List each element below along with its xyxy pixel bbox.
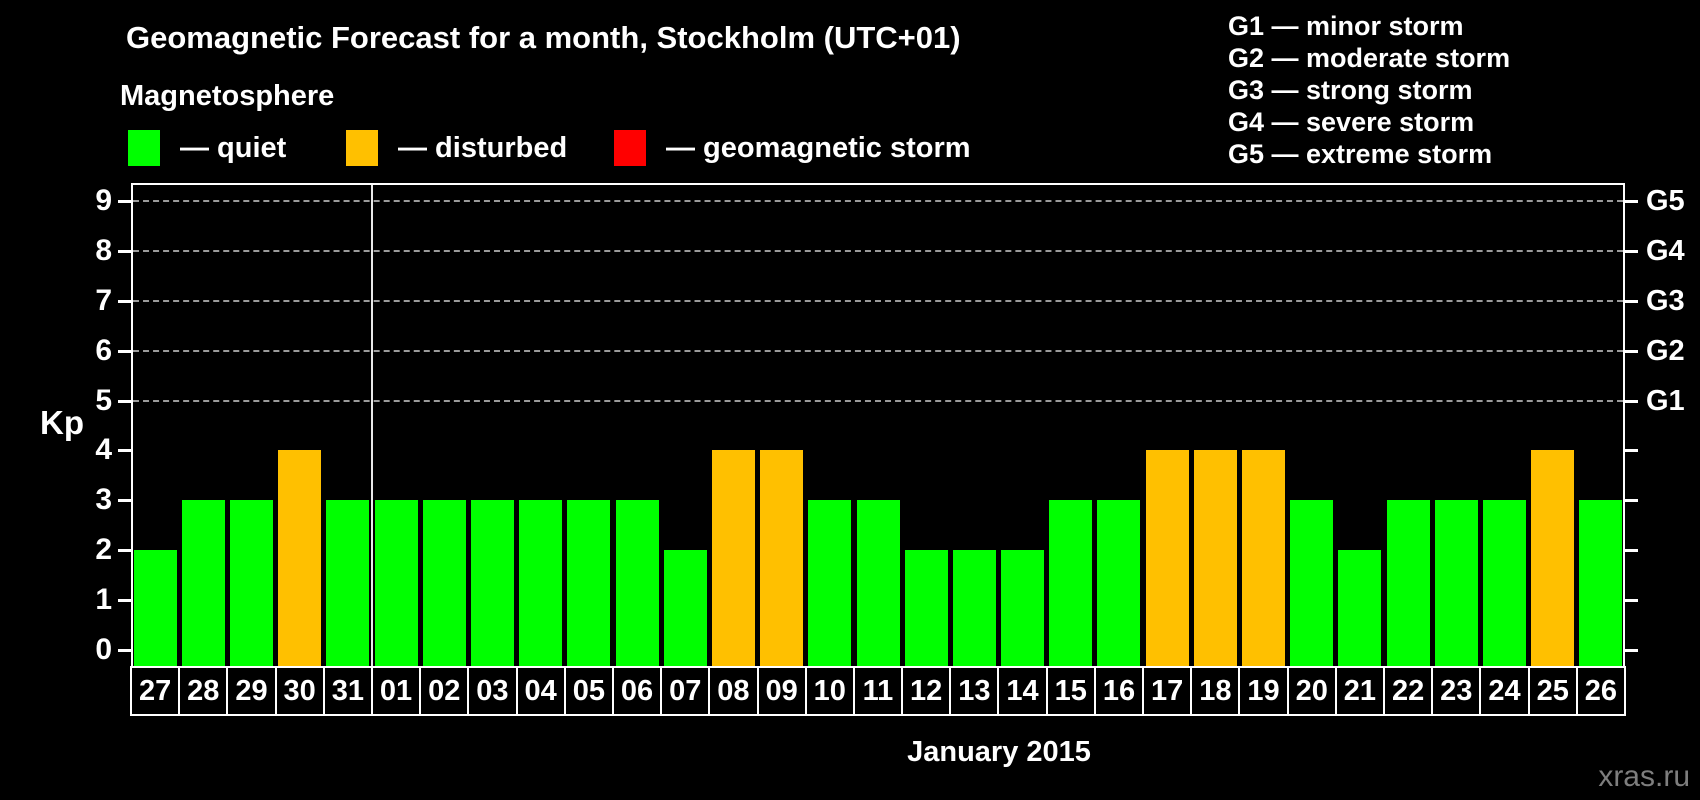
legend-swatch-disturbed (346, 130, 378, 166)
right-axis-label-g4: G4 (1646, 234, 1685, 267)
y-tick-label: 7 (95, 283, 112, 317)
day-label-box: 02 (419, 666, 470, 716)
day-label-box: 18 (1190, 666, 1241, 716)
y-tick-right (1625, 249, 1638, 253)
y-tick-right (1625, 549, 1638, 553)
day-label-box: 14 (997, 666, 1048, 716)
y-tick-right (1625, 499, 1638, 503)
magnetosphere-label: Magnetosphere (120, 80, 335, 112)
right-axis-label-g5: G5 (1646, 184, 1685, 217)
day-label-box: 05 (563, 666, 614, 716)
y-tick-label: 3 (95, 483, 112, 517)
watermark: xras.ru (1598, 760, 1690, 793)
day-label-box: 19 (1238, 666, 1289, 716)
y-tick-left (118, 199, 131, 203)
y-tick-right (1625, 299, 1638, 303)
y-tick-left (118, 349, 131, 353)
y-tick-left (118, 549, 131, 553)
day-label-box: 06 (611, 666, 663, 716)
day-label-box: 10 (804, 666, 855, 716)
day-label-box: 07 (660, 666, 711, 716)
y-tick-right (1625, 349, 1638, 353)
day-label-box: 31 (322, 666, 373, 716)
legend-label-quiet: — quiet (180, 132, 287, 164)
storm-scale-line-g3: G3 — strong storm (1228, 75, 1473, 105)
y-tick-right (1625, 449, 1638, 453)
legend-swatch-storm (614, 130, 646, 166)
day-label-box: 28 (178, 666, 229, 716)
y-tick-right (1625, 199, 1638, 203)
day-label-box: 13 (949, 666, 1000, 716)
y-tick-left (118, 399, 131, 403)
plot-area (131, 183, 1625, 668)
day-label-box: 08 (708, 666, 759, 716)
y-axis-title: Kp (40, 404, 84, 441)
y-tick-left (118, 649, 131, 652)
day-label-box: 12 (901, 666, 952, 716)
y-tick-left (118, 249, 131, 253)
day-label-box: 21 (1334, 666, 1386, 716)
y-tick-left (118, 449, 131, 453)
legend-label-storm: — geomagnetic storm (666, 132, 971, 164)
storm-scale-line-g2: G2 — moderate storm (1228, 43, 1511, 73)
day-label-box: 04 (515, 666, 566, 716)
day-label-box: 24 (1479, 666, 1530, 716)
day-label-box: 22 (1383, 666, 1434, 716)
day-label-box: 30 (274, 666, 325, 716)
day-label-box: 17 (1142, 666, 1193, 716)
x-axis-title: January 2015 (907, 736, 1091, 768)
day-label-box: 09 (756, 666, 807, 716)
y-tick-right (1625, 599, 1638, 603)
right-axis-label-g2: G2 (1646, 334, 1685, 367)
day-label-box: 20 (1286, 666, 1337, 716)
storm-scale-line-g4: G4 — severe storm (1228, 107, 1475, 137)
y-tick-label: 6 (95, 333, 112, 367)
y-tick-right (1625, 649, 1638, 652)
y-tick-label: 1 (95, 583, 112, 617)
y-tick-label: 2 (95, 533, 112, 567)
y-tick-left (118, 299, 131, 303)
day-label-box: 29 (226, 666, 277, 716)
legend-swatch-quiet (128, 130, 160, 166)
day-label-box: 26 (1575, 666, 1626, 716)
day-label-box: 01 (370, 666, 422, 716)
right-axis-label-g1: G1 (1646, 384, 1685, 417)
y-tick-label: 8 (95, 233, 112, 267)
y-tick-left (118, 599, 131, 603)
y-tick-right (1625, 399, 1638, 403)
y-tick-label: 0 (95, 633, 112, 666)
day-label-box: 27 (130, 666, 181, 716)
day-label-box: 23 (1431, 666, 1482, 716)
day-label-box: 15 (1045, 666, 1096, 716)
page-title: Geomagnetic Forecast for a month, Stockh… (126, 20, 961, 55)
storm-scale-legend: G1 — minor storm G2 — moderate storm G3 … (1228, 10, 1510, 170)
y-tick-left (118, 499, 131, 503)
day-label-box: 03 (467, 666, 518, 716)
day-label-box: 11 (852, 666, 904, 716)
day-label-box: 16 (1093, 666, 1145, 716)
storm-scale-line-g5: G5 — extreme storm (1228, 139, 1493, 169)
legend-label-disturbed: — disturbed (398, 132, 568, 164)
day-label-box: 25 (1527, 666, 1578, 716)
right-axis-label-g3: G3 (1646, 284, 1685, 317)
storm-scale-line-g1: G1 — minor storm (1228, 11, 1464, 41)
y-tick-label: 9 (95, 183, 112, 217)
